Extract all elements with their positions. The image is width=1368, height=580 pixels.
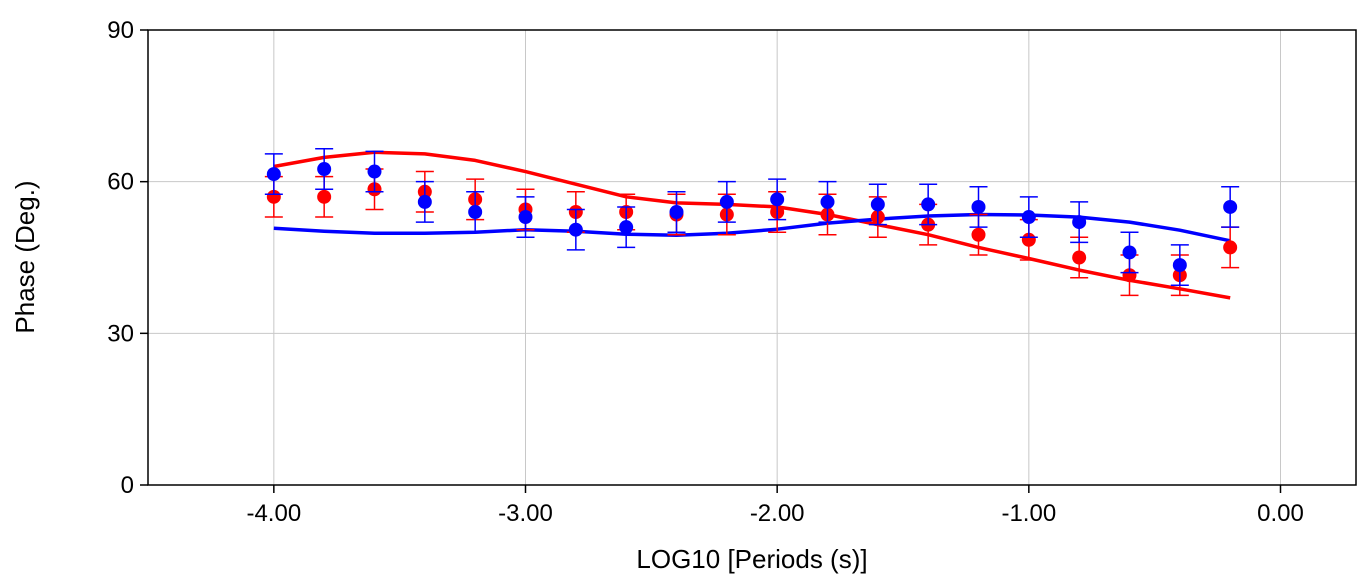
data-point: [719, 194, 734, 209]
data-point: [1122, 268, 1137, 283]
grid: [148, 30, 1356, 485]
data-point: [1072, 250, 1087, 265]
data-point: [971, 227, 986, 242]
data-point: [367, 164, 382, 179]
data-point: [1072, 215, 1087, 230]
data-point: [518, 210, 533, 225]
data-point: [468, 205, 483, 219]
axis-ticks: -4.00 -3.00 -2.00 -1.00 0.00 0 30 60 90: [107, 17, 1304, 527]
data-point: [1223, 199, 1238, 214]
data-point: [1172, 258, 1187, 273]
y-tick-label: 0: [121, 472, 134, 499]
series-layer: [264, 148, 1240, 300]
x-tick-label: -2.00: [750, 500, 805, 527]
data-point: [971, 199, 986, 214]
y-tick-label: 90: [107, 17, 134, 44]
data-point: [870, 197, 885, 212]
y-tick-label: 60: [107, 169, 134, 196]
series-1: [273, 212, 1231, 243]
data-point: [669, 205, 684, 219]
x-tick-label: -3.00: [498, 500, 553, 527]
x-axis-label: LOG10 [Periods (s)]: [636, 544, 867, 574]
data-point: [1021, 210, 1036, 225]
data-point: [1021, 232, 1036, 247]
series-0: [273, 150, 1231, 300]
data-point: [770, 192, 785, 207]
data-point: [417, 194, 432, 209]
data-point: [1122, 245, 1137, 260]
model-line: [273, 212, 1231, 243]
y-axis-label: Phase (Deg.): [10, 180, 40, 333]
plot-frame: [147, 29, 1357, 486]
data-point: [568, 222, 583, 237]
series-1-data: [264, 148, 1240, 287]
data-point: [1223, 240, 1238, 255]
y-tick-label: 30: [107, 320, 134, 347]
x-tick-label: -1.00: [1001, 500, 1056, 527]
model-line: [273, 150, 1231, 300]
x-tick-label: 0.00: [1257, 500, 1304, 527]
data-point: [820, 194, 835, 209]
x-tick-label: -4.00: [246, 500, 301, 527]
data-point: [317, 189, 332, 204]
data-point: [317, 162, 332, 177]
data-point: [266, 167, 281, 182]
data-point: [266, 189, 281, 204]
data-point: [619, 220, 634, 235]
data-point: [921, 197, 936, 212]
